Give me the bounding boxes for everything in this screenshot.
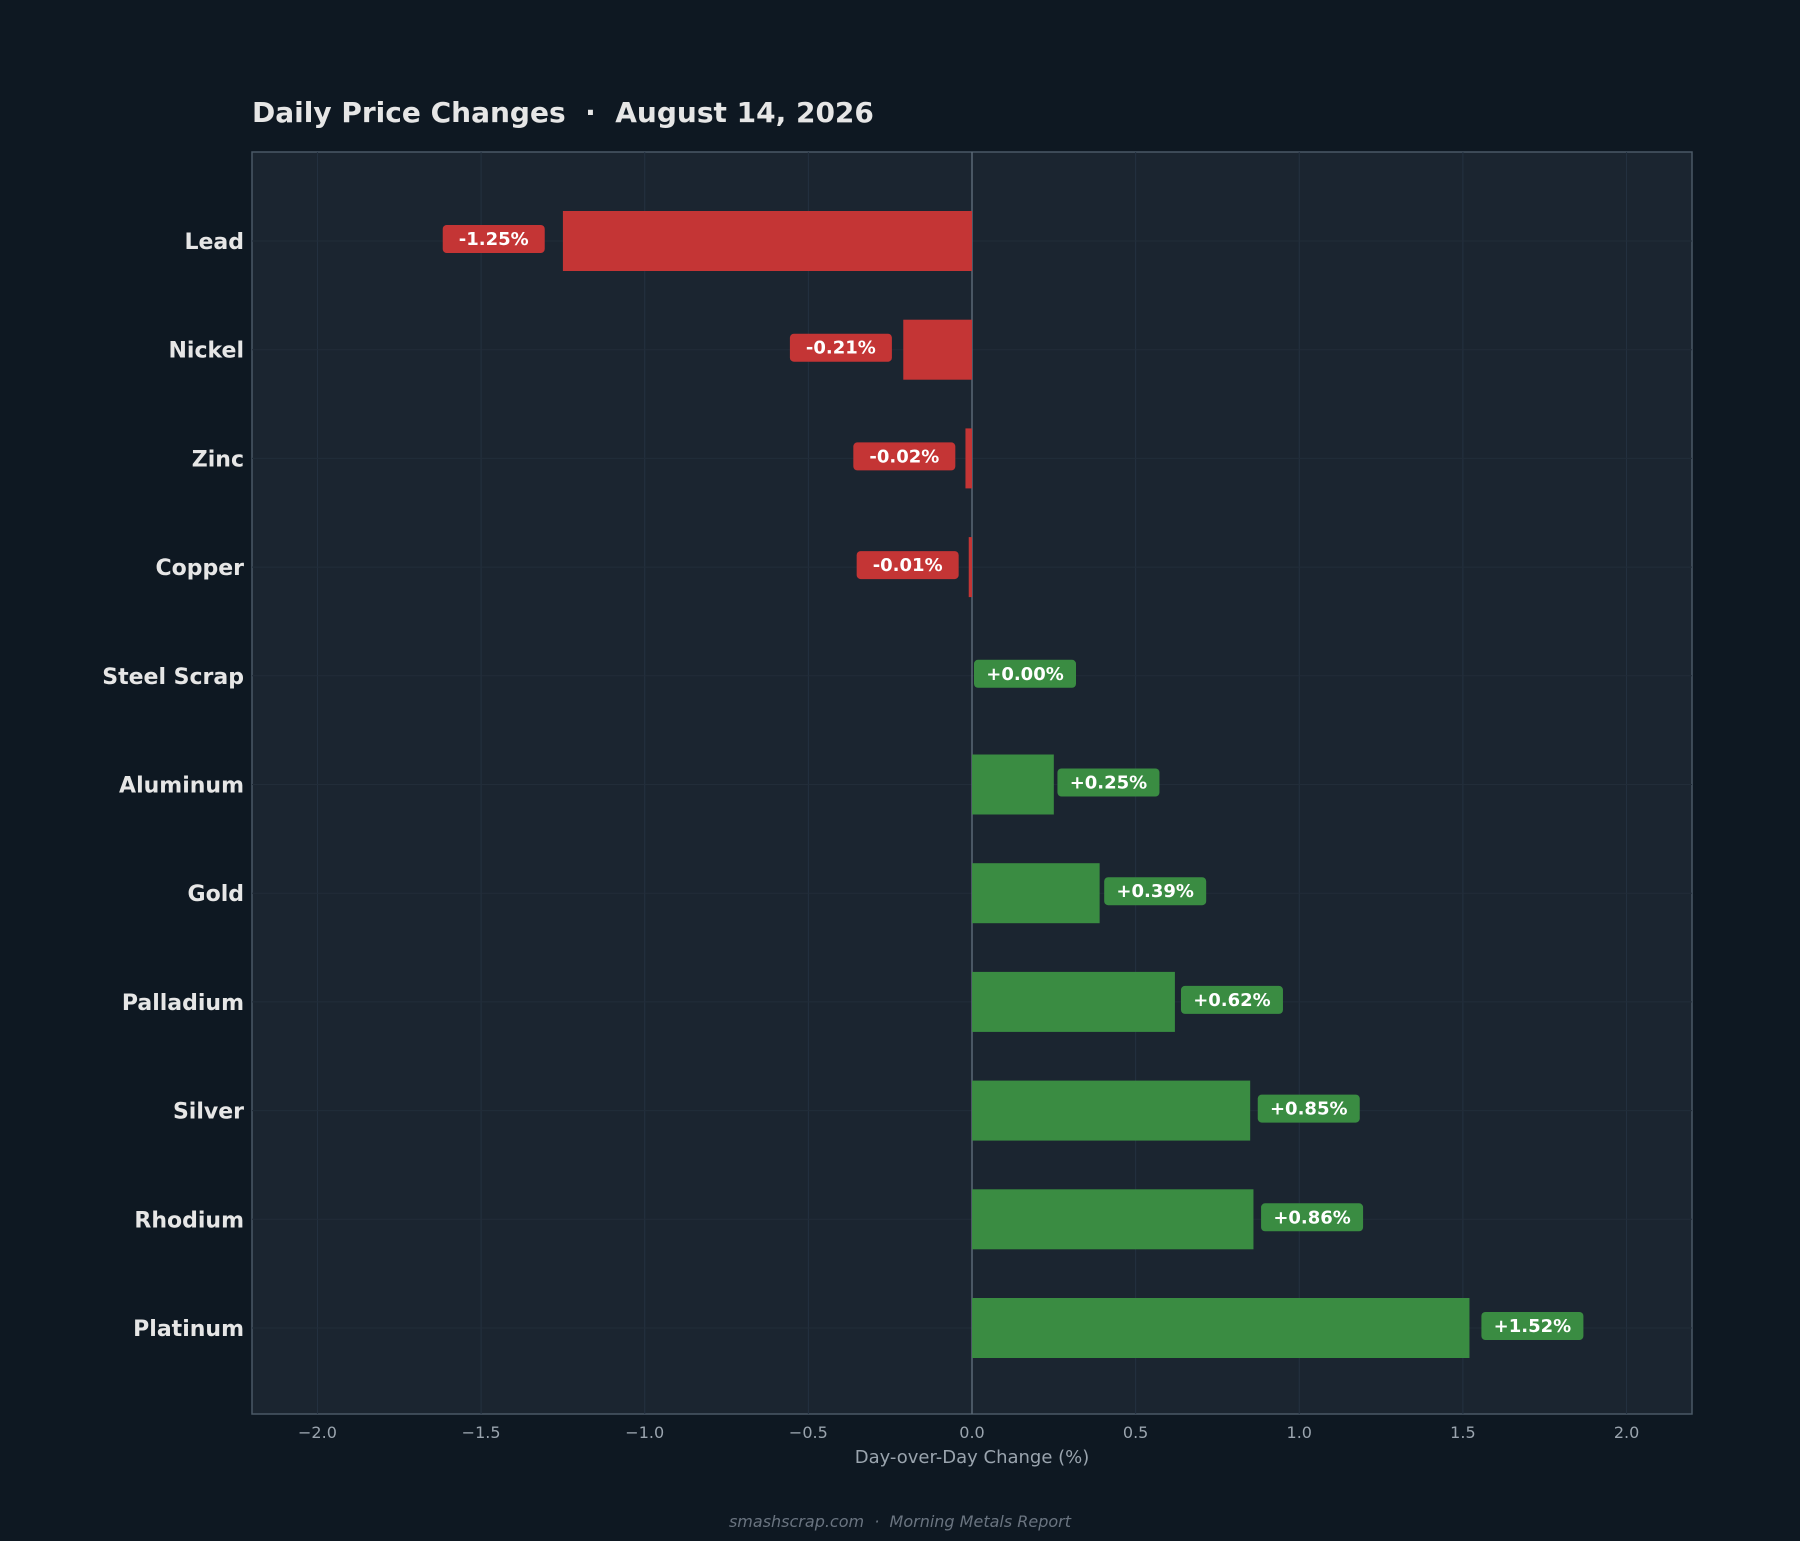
bar-zinc [965,428,972,489]
data-label: -0.01% [856,551,959,580]
category-label: Platinum [133,1317,244,1342]
data-label-text: +0.85% [1270,1099,1348,1120]
bar-palladium [972,971,1175,1032]
x-tick-label: 0.5 [1123,1423,1148,1442]
data-label: -0.21% [789,333,892,362]
bar-copper [968,537,972,598]
category-label: Palladium [122,991,244,1016]
category-label: Steel Scrap [102,665,244,690]
data-label-badge [789,333,892,362]
data-label-text: +0.25% [1070,773,1148,794]
x-tick-label: 1.5 [1450,1423,1475,1442]
data-label-text: -1.25% [459,229,529,250]
bar-gold [972,863,1100,924]
data-label: +0.85% [1257,1094,1360,1123]
data-label-text: +0.39% [1116,881,1194,902]
data-label: -1.25% [442,225,545,253]
bar-rhodium [972,1189,1254,1250]
category-label: Nickel [169,339,245,364]
chart-footer: smashscrap.com · Morning Metals Report [729,1512,1072,1531]
bar-silver [972,1080,1251,1141]
x-tick-label: −1.0 [625,1423,664,1442]
data-label: +0.39% [1104,877,1207,906]
x-axis-label: Day-over-Day Change (%) [855,1447,1090,1468]
data-label-text: +0.62% [1193,990,1271,1011]
data-label-text: +0.00% [986,664,1064,685]
data-label-text: +1.52% [1494,1316,1572,1337]
data-label-badge [442,225,545,253]
data-label-badge [1180,985,1283,1014]
category-label: Rhodium [134,1208,244,1233]
bar-lead [562,211,972,271]
data-label-badge [1057,768,1160,797]
data-label-badge [1257,1094,1360,1123]
data-label-badge [856,551,959,580]
data-label-text: -0.02% [869,446,939,467]
x-tick-label: 0.0 [959,1423,984,1442]
data-label: +1.52% [1481,1312,1584,1340]
x-tick-label: −2.0 [298,1423,337,1442]
data-label-badge [1481,1312,1584,1340]
chart-title: Daily Price Changes · August 14, 2026 [252,96,874,129]
data-label: +0.00% [974,659,1076,688]
category-label: Lead [184,230,244,255]
data-labels: -1.25% -0.21% -0.02% -0.01% +0.00% +0.25% +0.3… [442,225,1584,1340]
category-label: Zinc [192,447,244,472]
bars [562,211,1470,1358]
category-label: Gold [188,882,244,907]
data-label: +0.62% [1180,985,1283,1014]
category-label: Aluminum [119,774,244,799]
data-label-badge [974,659,1076,688]
x-tick-labels: −2.0 −1.5 −1.0 −0.5 0.0 0.5 1.0 1.5 2.0 [298,1423,1639,1442]
data-label: +0.86% [1261,1203,1364,1232]
data-label: -0.02% [853,442,956,471]
x-tick-label: 1.0 [1287,1423,1312,1442]
x-tick-label: 2.0 [1614,1423,1639,1442]
x-tick-label: −1.5 [462,1423,501,1442]
bar-nickel [903,319,972,380]
data-label-text: -0.21% [806,338,876,359]
data-label-badge [1104,877,1207,906]
data-label-text: -0.01% [873,555,943,576]
category-label: Copper [155,556,244,581]
data-label-badge [853,442,956,471]
bar-aluminum [972,754,1054,815]
bar-platinum [972,1298,1470,1358]
category-labels: Lead Nickel Zinc Copper Steel Scrap Aluminum G… [102,230,244,1342]
data-label-badge [1261,1203,1364,1232]
data-label-text: +0.86% [1273,1207,1351,1228]
x-tick-label: −0.5 [789,1423,828,1442]
data-label: +0.25% [1057,768,1160,797]
category-label: Silver [173,1100,244,1125]
